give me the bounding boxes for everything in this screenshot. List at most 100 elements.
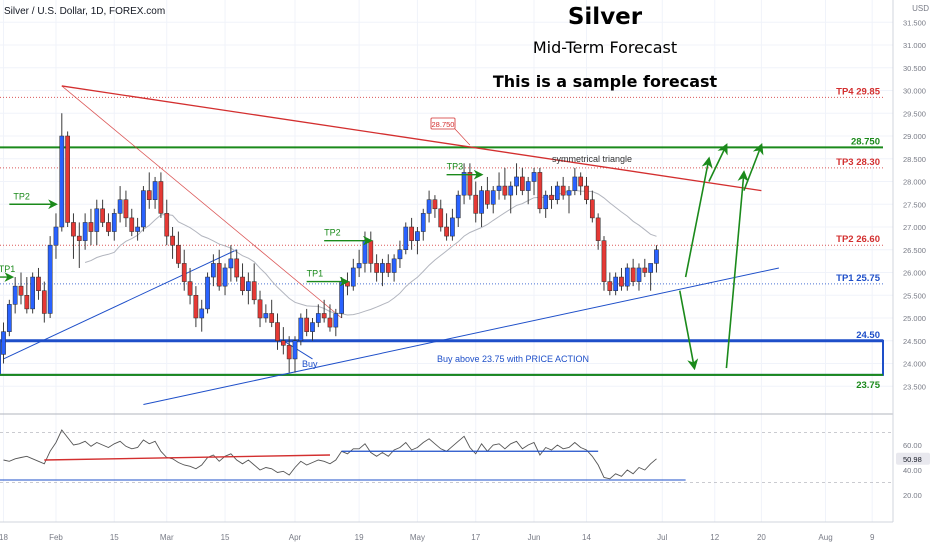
price-levels: TP4 29.85 28.750 TP3 28.30 TP2 26.60 TP1 25.… — [0, 86, 883, 391]
candle-body — [176, 244, 181, 264]
price-tick: 26.000 — [903, 269, 926, 278]
indicator-line — [3, 429, 657, 480]
candle-body — [403, 226, 409, 250]
candle-body — [601, 240, 607, 282]
candle-body — [280, 340, 286, 346]
candle-body — [152, 181, 158, 200]
price-tick: 29.000 — [903, 132, 926, 141]
currency-badge: USD — [912, 4, 929, 13]
candle-body — [415, 231, 420, 241]
candle — [467, 163, 473, 200]
candle-body — [642, 267, 648, 273]
price-tick: 25.500 — [903, 291, 926, 300]
candle — [479, 186, 484, 227]
candle — [636, 263, 642, 291]
candle — [520, 167, 525, 196]
candle — [106, 213, 111, 237]
candle — [280, 327, 286, 355]
candle — [595, 213, 601, 250]
time-tick: Feb — [49, 533, 63, 542]
candle-body — [584, 185, 589, 200]
price-tick: 28.000 — [903, 178, 926, 187]
candle-body — [654, 249, 659, 264]
candle-body — [589, 199, 595, 219]
chart-title: Silver — [567, 4, 643, 30]
candle-body — [47, 244, 53, 314]
candle-body — [496, 185, 502, 191]
candle-body — [310, 322, 315, 332]
candle — [135, 217, 140, 241]
falling-trendline — [61, 85, 342, 319]
candle — [619, 267, 624, 291]
candle — [368, 231, 374, 273]
candle — [648, 263, 653, 291]
candle — [584, 176, 589, 205]
candle-body — [432, 199, 438, 210]
candle-body — [636, 267, 642, 282]
candle — [1, 322, 6, 364]
candle-body — [53, 226, 59, 246]
candle-body — [362, 240, 368, 264]
candle — [129, 208, 135, 237]
candle-body — [65, 135, 70, 223]
candle — [234, 249, 240, 282]
candle — [397, 240, 403, 268]
candle-body — [141, 190, 146, 228]
candle — [374, 254, 379, 282]
candle — [601, 236, 607, 291]
candle — [100, 199, 105, 227]
candle — [496, 172, 502, 200]
candle-body — [117, 199, 123, 214]
candle — [246, 272, 251, 305]
candle — [426, 190, 432, 223]
candle-body — [450, 217, 455, 237]
candle — [578, 172, 584, 196]
candle — [181, 249, 187, 291]
candle-body — [275, 322, 280, 341]
time-tick: 19 — [355, 533, 364, 542]
candle-body — [193, 295, 199, 319]
price-tick: 24.000 — [903, 360, 926, 369]
candle — [420, 208, 426, 241]
price-tick: 26.500 — [903, 246, 926, 255]
candle — [65, 131, 70, 227]
tp-label: TP3 — [447, 162, 464, 172]
forecast-arrow — [708, 143, 728, 182]
candle-body — [426, 199, 432, 214]
candle — [356, 249, 362, 278]
candle — [292, 336, 298, 373]
candle-body — [82, 222, 88, 241]
candle-body — [391, 258, 397, 273]
chart-drawings — [3, 85, 779, 405]
candle — [251, 263, 257, 305]
candle-body — [648, 263, 653, 273]
candle-body — [327, 317, 333, 328]
candle — [88, 208, 94, 246]
candle-body — [339, 281, 344, 314]
candle — [36, 267, 41, 300]
candle — [59, 113, 65, 232]
candle-body — [6, 304, 12, 332]
ind-current-box — [896, 452, 930, 465]
time-tick: 15 — [221, 533, 230, 542]
time-tick: 9 — [870, 533, 875, 542]
price-callout-line — [454, 128, 471, 146]
time-tick: Jul — [657, 533, 667, 542]
candle — [263, 304, 269, 323]
candle — [589, 190, 595, 223]
candle — [176, 231, 181, 268]
candle — [304, 308, 310, 337]
candle — [613, 272, 618, 296]
candle — [537, 167, 543, 214]
candle-body — [321, 313, 327, 319]
candle — [461, 163, 467, 205]
candle-body — [181, 263, 187, 282]
ind-trend-red — [44, 454, 330, 461]
level-label: TP4 29.85 — [836, 86, 881, 97]
candle — [543, 190, 549, 218]
triangle-label: symmetrical triangle — [552, 154, 632, 164]
candle — [269, 299, 275, 328]
tp-label: TP2 — [13, 191, 30, 201]
candle-body — [1, 331, 6, 355]
